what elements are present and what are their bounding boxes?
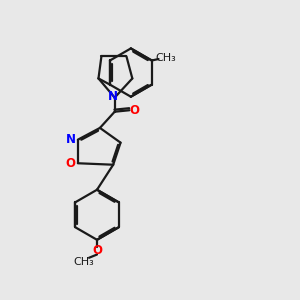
Text: CH₃: CH₃ bbox=[155, 52, 176, 62]
Text: O: O bbox=[65, 157, 76, 170]
Text: O: O bbox=[130, 104, 140, 117]
Text: N: N bbox=[65, 133, 76, 146]
Text: CH₃: CH₃ bbox=[74, 257, 94, 267]
Text: N: N bbox=[108, 91, 118, 103]
Text: O: O bbox=[92, 244, 102, 257]
